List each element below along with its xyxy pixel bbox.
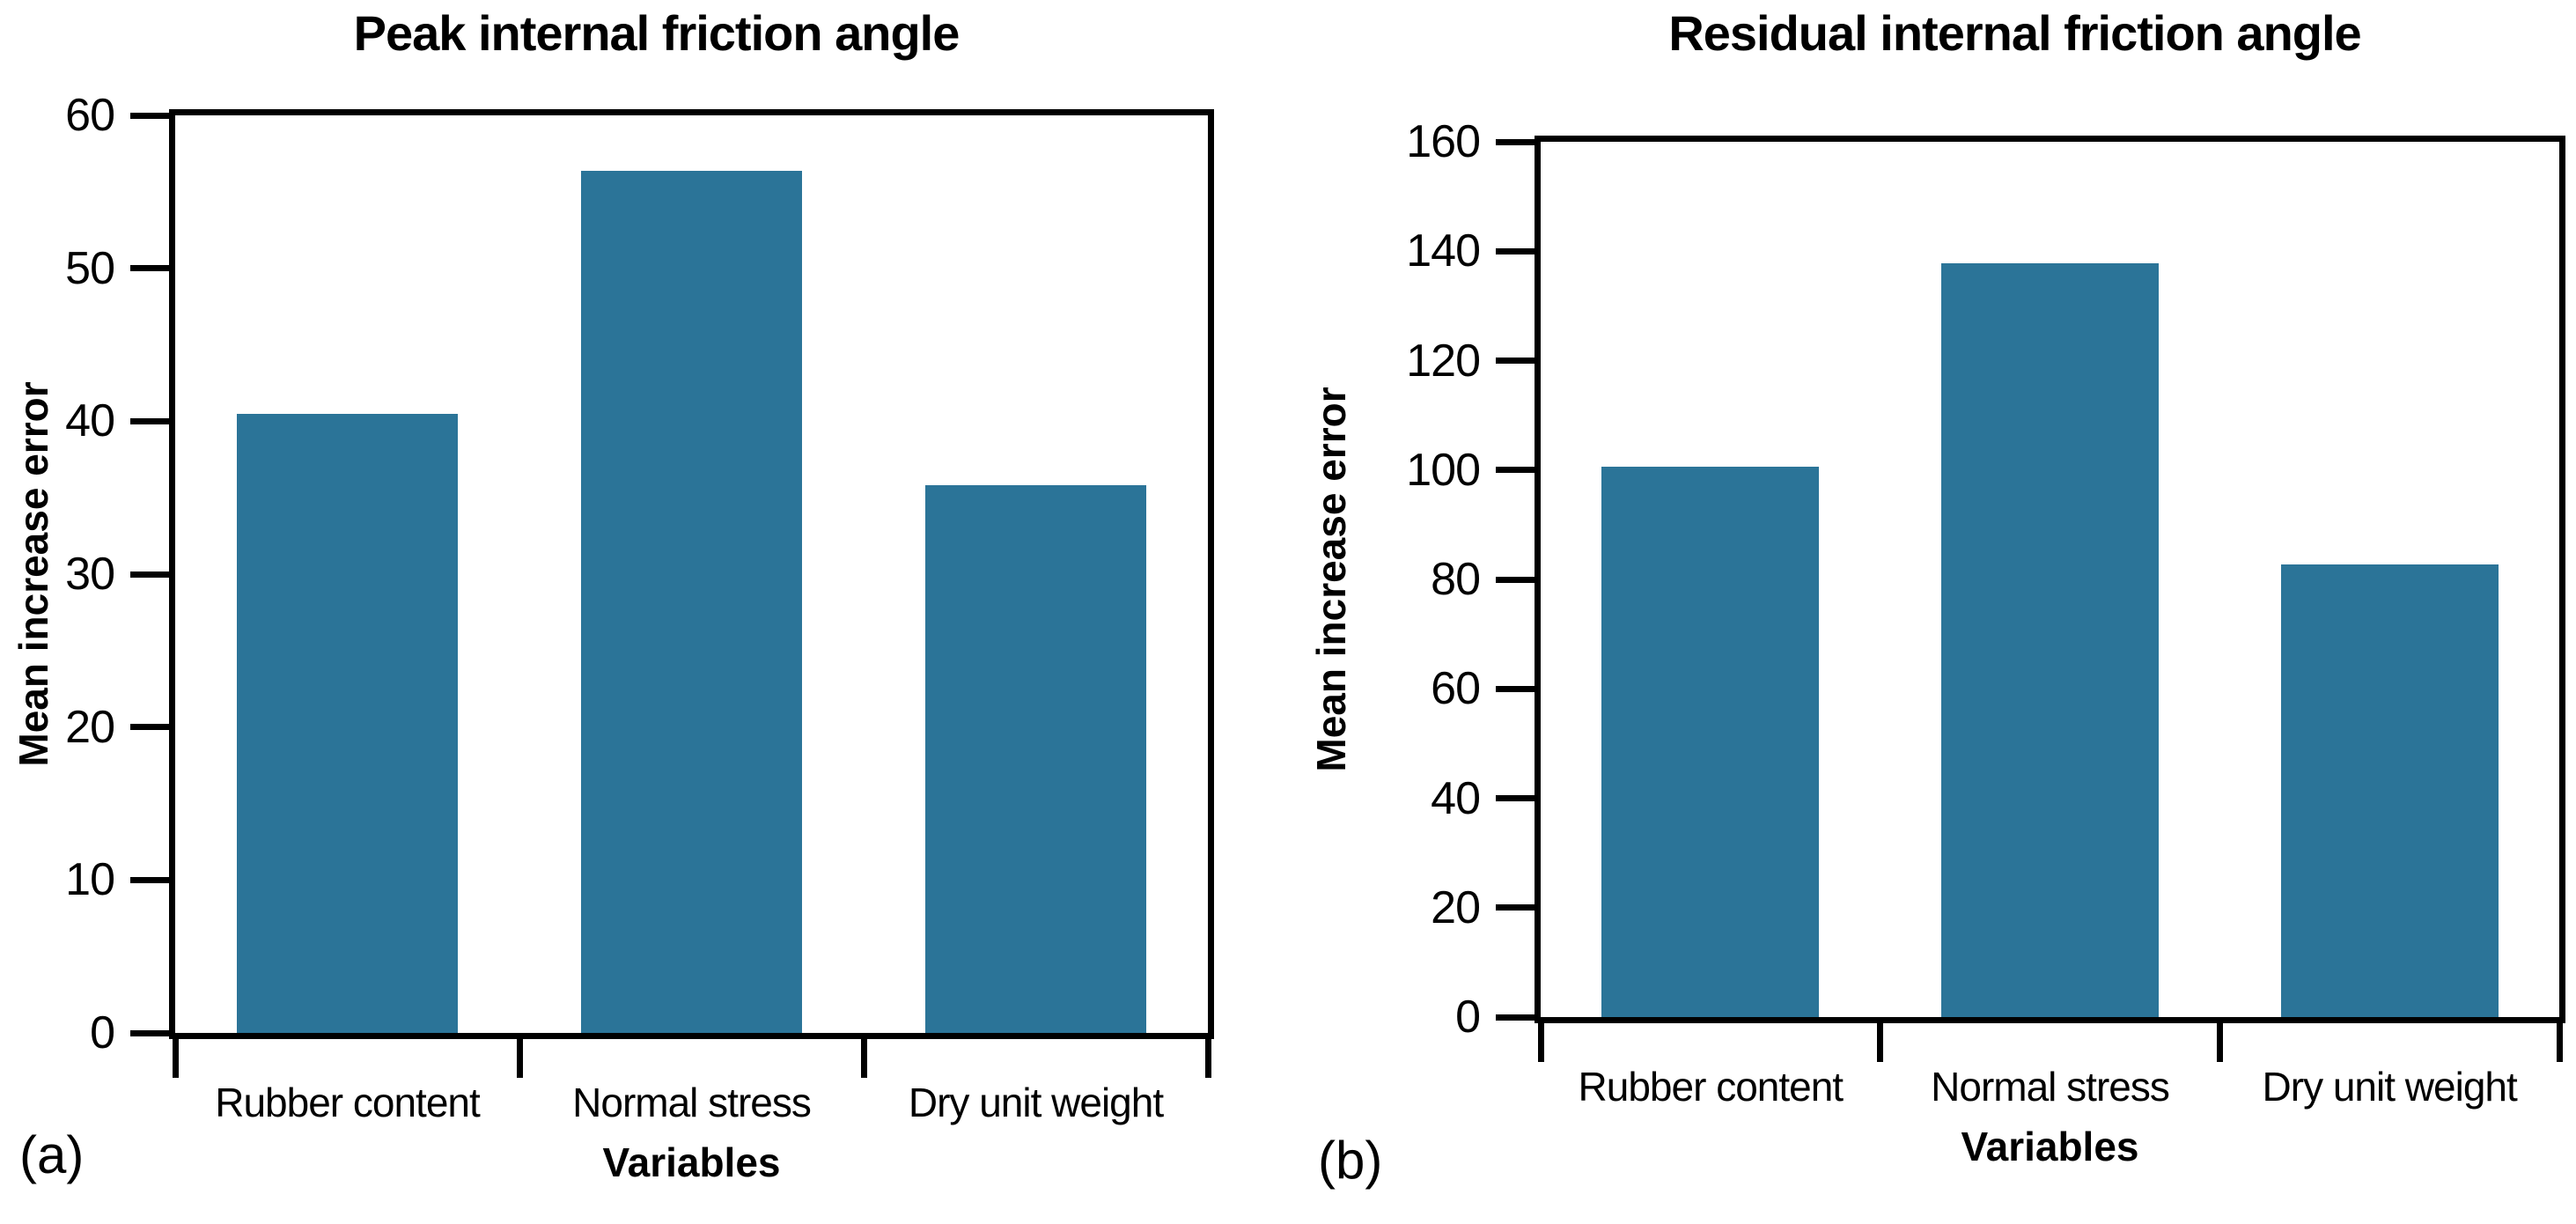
y-tick xyxy=(1496,358,1535,364)
category-label-dry-unit-weight: Dry unit weight xyxy=(908,1080,1164,1125)
bar-normal-stress xyxy=(1941,262,2159,1017)
plot-area xyxy=(169,109,1214,1039)
y-tick xyxy=(1496,576,1535,583)
y-tick xyxy=(130,1029,169,1036)
y-tick xyxy=(1496,1014,1535,1021)
figure-panel-b: Residual internal friction angle Mean in… xyxy=(1288,0,2576,1224)
y-tick xyxy=(130,876,169,883)
y-tick-label: 0 xyxy=(90,1007,115,1058)
y-tick-label: 100 xyxy=(1406,444,1481,496)
y-tick xyxy=(1496,795,1535,801)
chart-title: Residual internal friction angle xyxy=(1668,5,2361,61)
panel-letter: (a) xyxy=(19,1125,85,1184)
x-tick xyxy=(2216,1023,2223,1062)
y-tick xyxy=(1496,904,1535,911)
y-tick xyxy=(1496,685,1535,692)
y-tick xyxy=(1496,467,1535,474)
chart-title: Peak internal friction angle xyxy=(353,5,960,61)
bar-dry-unit-weight xyxy=(2280,564,2499,1017)
figure-panel-a: Peak internal friction angle Mean increa… xyxy=(11,5,1214,1185)
x-tick xyxy=(860,1039,867,1078)
y-tick-label: 120 xyxy=(1406,335,1481,387)
bar-normal-stress xyxy=(581,170,802,1033)
y-tick-label: 10 xyxy=(65,854,115,906)
x-tick xyxy=(1537,1023,1544,1062)
category-label-dry-unit-weight: Dry unit weight xyxy=(2262,1064,2518,1110)
plot-area xyxy=(1535,136,2565,1023)
y-tick-label: 60 xyxy=(1431,663,1481,715)
x-tick xyxy=(172,1039,179,1078)
y-tick-label: 40 xyxy=(65,395,115,447)
x-tick xyxy=(2556,1023,2563,1062)
y-tick-label: 60 xyxy=(65,90,115,141)
bar-dry-unit-weight xyxy=(925,485,1146,1033)
y-tick-label: 30 xyxy=(65,549,115,600)
panel-letter: (b) xyxy=(1318,1131,1383,1190)
x-tick xyxy=(1204,1039,1211,1078)
category-label-rubber-content: Rubber content xyxy=(1578,1064,1844,1110)
category-label-rubber-content: Rubber content xyxy=(215,1080,481,1125)
y-tick-label: 160 xyxy=(1406,116,1481,167)
category-label-normal-stress: Normal stress xyxy=(572,1080,812,1125)
y-tick-label: 20 xyxy=(65,701,115,753)
x-tick xyxy=(516,1039,523,1078)
y-tick-label: 40 xyxy=(1431,772,1481,824)
y-tick-label: 80 xyxy=(1431,554,1481,605)
y-tick-label: 140 xyxy=(1406,225,1481,277)
y-tick xyxy=(1496,247,1535,254)
y-tick xyxy=(1496,138,1535,145)
y-tick xyxy=(130,724,169,731)
y-tick xyxy=(130,265,169,272)
y-tick xyxy=(130,112,169,119)
x-axis-label: Variables xyxy=(602,1139,781,1185)
category-label-normal-stress: Normal stress xyxy=(1931,1064,2170,1110)
y-tick-label: 20 xyxy=(1431,881,1481,933)
y-tick-label: 0 xyxy=(1455,992,1481,1043)
y-tick xyxy=(130,417,169,424)
y-tick xyxy=(130,571,169,578)
bar-rubber-content xyxy=(1601,467,1820,1017)
x-axis-label: Variables xyxy=(1961,1124,2139,1169)
y-tick-label: 50 xyxy=(65,242,115,294)
x-tick xyxy=(1877,1023,1884,1062)
bar-rubber-content xyxy=(237,413,458,1033)
